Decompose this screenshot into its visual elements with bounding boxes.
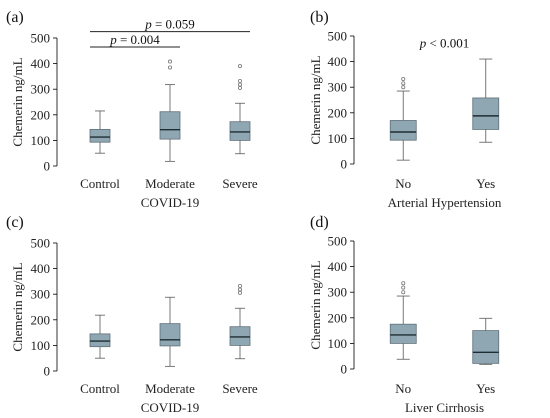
outlier-point [237, 287, 242, 292]
box-moderate [159, 296, 181, 367]
outlier-point [401, 290, 406, 295]
x-tick-label: Yes [476, 176, 495, 191]
y-tick-label: 200 [31, 107, 51, 122]
panel-tag: (a) [6, 9, 24, 26]
panel-tag: (d) [310, 214, 329, 231]
box-severe [229, 284, 251, 360]
y-tick-label: 500 [31, 236, 51, 251]
box-severe [229, 64, 251, 155]
x-tick-label: Moderate [145, 176, 195, 191]
x-tick-label: Severe [222, 176, 258, 191]
x-axis-title: COVID-19 [141, 195, 200, 210]
iqr-box [389, 120, 417, 141]
iqr-box [159, 111, 181, 140]
outlier-point [401, 81, 406, 86]
x-axis-title: Arterial Hypertension [388, 195, 502, 210]
y-tick-label: 100 [31, 133, 51, 148]
panel-tag: (c) [6, 214, 24, 231]
y-tick-label: 400 [328, 259, 348, 274]
x-tick-label: Control [80, 381, 120, 396]
y-axis-label: Chemerin ng/mL [308, 260, 323, 349]
outlier-point [167, 59, 172, 64]
x-axis-title: Liver Cirrhosis [405, 400, 484, 415]
outlier-point [401, 77, 406, 82]
y-tick-label: 500 [31, 31, 51, 46]
box-yes [472, 317, 500, 365]
y-tick-label: 0 [44, 159, 51, 174]
y-tick-label: 0 [341, 157, 348, 172]
y-tick-label: 100 [31, 338, 51, 353]
outlier-point [237, 64, 242, 69]
outlier-point [401, 285, 406, 290]
p-value-label: p = 0.059 [144, 17, 195, 32]
box-yes [472, 58, 500, 143]
iqr-box [472, 97, 500, 130]
y-tick-label: 300 [328, 80, 348, 95]
panel-a: (a) 0 100 200 300 400 500 Chemerin ng/mL Control… [6, 9, 258, 210]
x-tick-label: Yes [476, 381, 495, 396]
y-tick-label: 300 [31, 82, 51, 97]
panel-tag: (b) [310, 9, 329, 26]
box-moderate [159, 59, 181, 162]
x-axis-title: COVID-19 [141, 400, 200, 415]
y-tick-label: 200 [328, 310, 348, 325]
outlier-point [401, 281, 406, 286]
x-tick-label: Moderate [145, 381, 195, 396]
y-tick-label: 400 [328, 54, 348, 69]
y-tick-label: 300 [31, 287, 51, 302]
iqr-box [89, 128, 111, 143]
outlier-point [167, 65, 172, 70]
y-tick-label: 200 [328, 105, 348, 120]
iqr-box [389, 323, 417, 344]
significance-annotation: p = 0.059 [90, 17, 250, 33]
outlier-point [237, 85, 242, 90]
iqr-box [89, 333, 111, 348]
box-no [389, 281, 417, 360]
panel-d: (d) 0 100 200 300 400 500 Chemerin ng/mL No Yes Li… [308, 214, 500, 415]
box-control [89, 314, 111, 359]
y-tick-label: 500 [328, 29, 348, 44]
x-tick-label: No [395, 381, 411, 396]
y-tick-label: 200 [31, 312, 51, 327]
x-tick-label: Control [80, 176, 120, 191]
box-control [89, 110, 111, 154]
outlier-point [237, 79, 242, 84]
outlier-point [401, 85, 406, 90]
p-value-label: p < 0.001 [419, 36, 470, 51]
outlier-point [237, 290, 242, 295]
p-value-label: p = 0.004 [109, 32, 160, 47]
box-no [389, 77, 417, 161]
panel-b: (b) 0 100 200 300 400 500 Chemerin ng/mL No Yes Ar… [308, 9, 502, 210]
panel-c: (c) 0 100 200 300 400 500 Chemerin ng/mL Control… [6, 214, 258, 415]
x-tick-label: No [395, 176, 411, 191]
y-tick-label: 100 [328, 336, 348, 351]
significance-annotation: p < 0.001 [419, 36, 470, 51]
significance-annotation: p = 0.004 [90, 32, 180, 48]
y-tick-label: 0 [341, 362, 348, 377]
y-tick-label: 400 [31, 261, 51, 276]
iqr-box [472, 330, 500, 364]
outlier-point [237, 82, 242, 87]
y-tick-label: 100 [328, 131, 348, 146]
outlier-point [237, 284, 242, 289]
x-tick-label: Severe [222, 381, 258, 396]
iqr-box [229, 326, 251, 346]
iqr-box [159, 323, 181, 347]
y-tick-label: 500 [328, 234, 348, 249]
y-tick-label: 0 [44, 364, 51, 379]
iqr-box [229, 121, 251, 141]
y-tick-label: 300 [328, 285, 348, 300]
y-axis-label: Chemerin ng/mL [10, 57, 25, 146]
y-axis-label: Chemerin ng/mL [308, 55, 323, 144]
y-tick-label: 400 [31, 56, 51, 71]
y-axis-label: Chemerin ng/mL [10, 262, 25, 351]
